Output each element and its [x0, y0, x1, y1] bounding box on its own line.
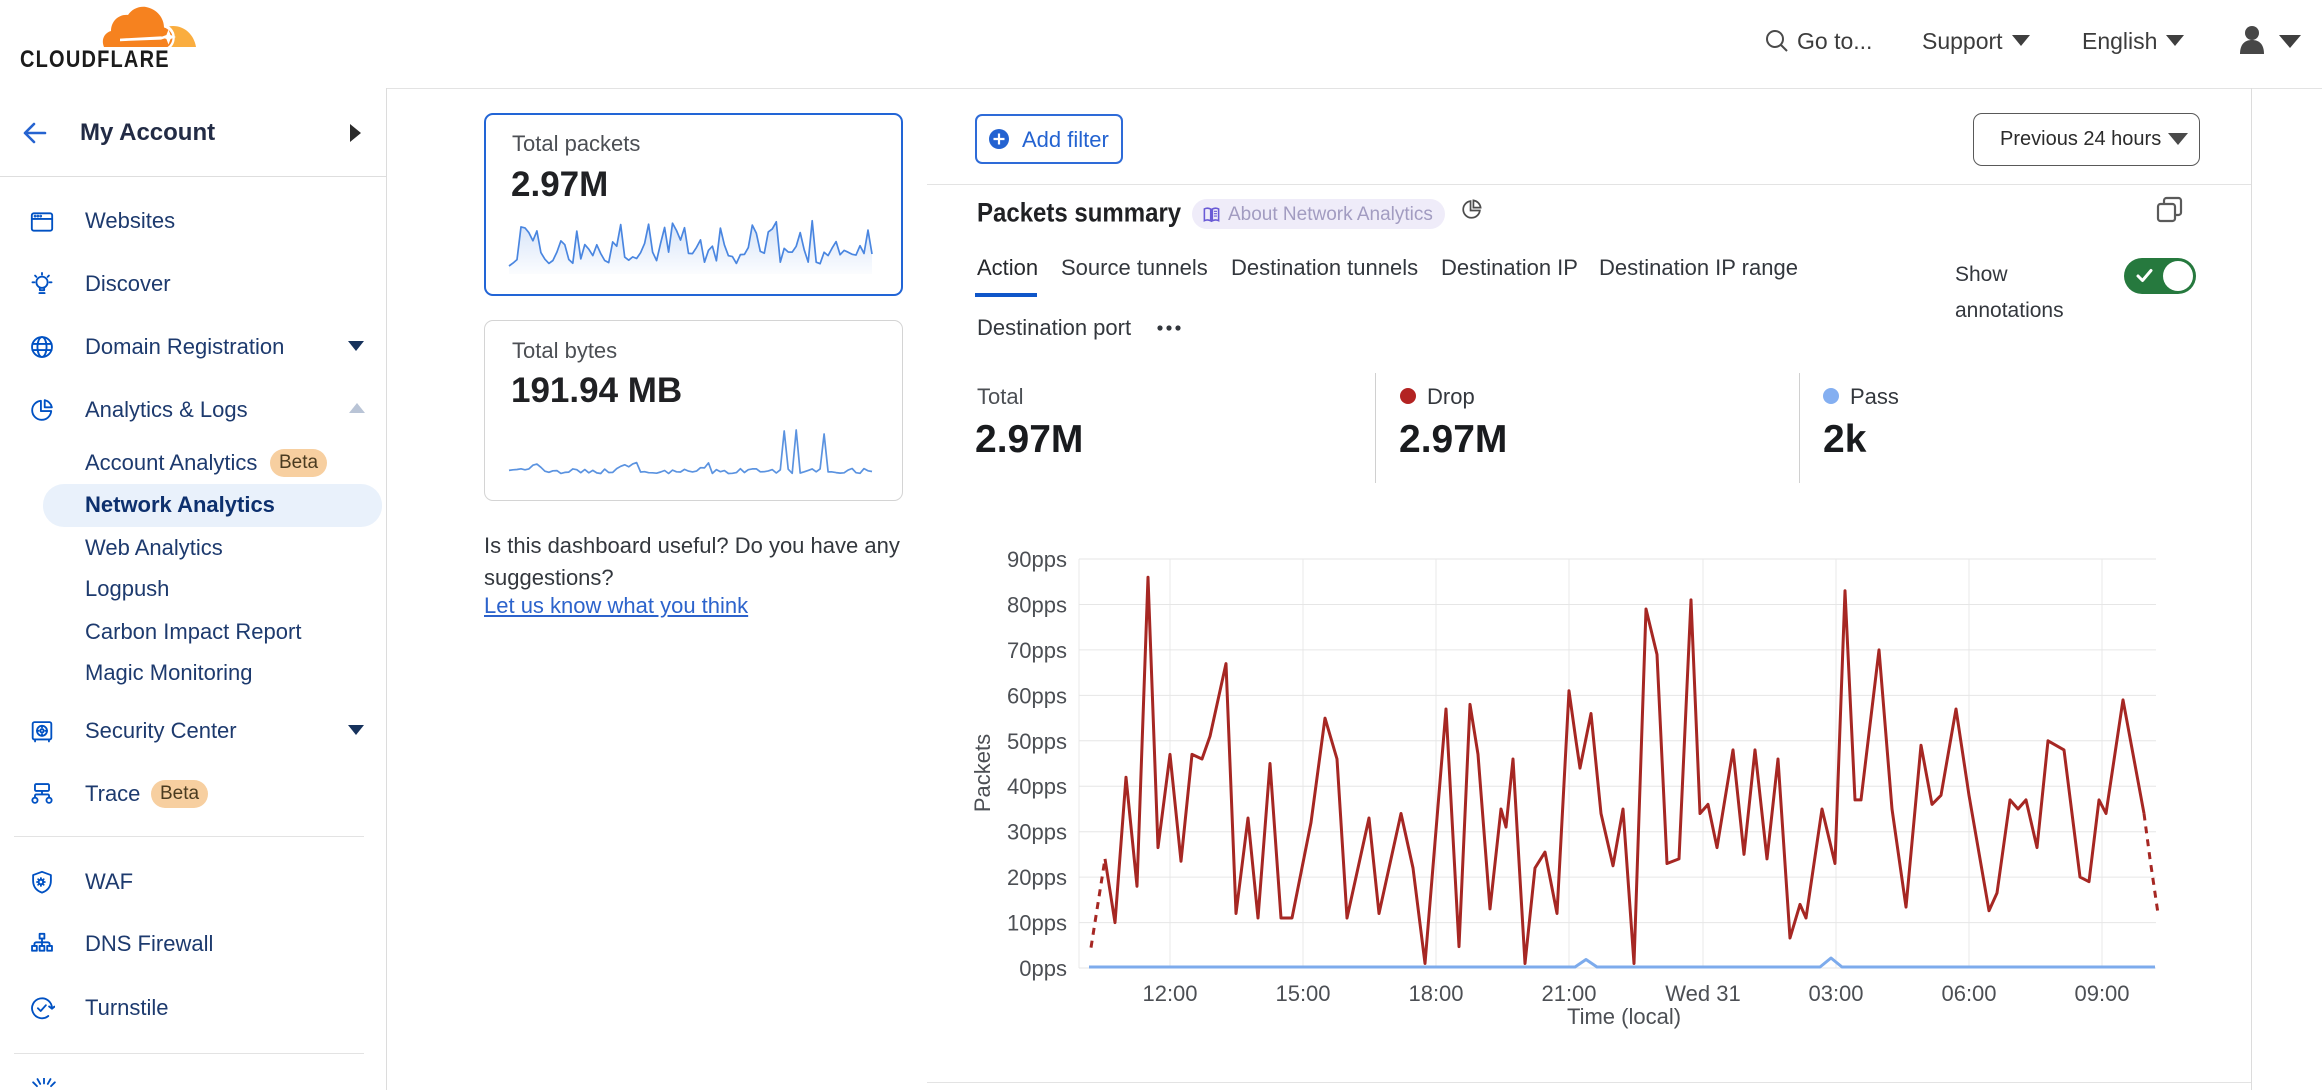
- svg-text:40pps: 40pps: [1007, 774, 1067, 799]
- svg-text:80pps: 80pps: [1007, 593, 1067, 618]
- svg-text:70pps: 70pps: [1007, 638, 1067, 663]
- svg-text:03:00: 03:00: [1808, 981, 1863, 1006]
- svg-text:18:00: 18:00: [1408, 981, 1463, 1006]
- svg-text:10pps: 10pps: [1007, 911, 1067, 936]
- svg-text:50pps: 50pps: [1007, 729, 1067, 754]
- svg-text:Time (local): Time (local): [1567, 1004, 1681, 1029]
- svg-text:15:00: 15:00: [1275, 981, 1330, 1006]
- svg-text:Wed 31: Wed 31: [1665, 981, 1740, 1006]
- svg-text:12:00: 12:00: [1142, 981, 1197, 1006]
- svg-text:20pps: 20pps: [1007, 865, 1067, 890]
- svg-text:Packets: Packets: [970, 734, 995, 812]
- svg-text:09:00: 09:00: [2074, 981, 2129, 1006]
- svg-text:90pps: 90pps: [1007, 547, 1067, 572]
- svg-text:30pps: 30pps: [1007, 820, 1067, 845]
- svg-text:06:00: 06:00: [1941, 981, 1996, 1006]
- svg-text:21:00: 21:00: [1541, 981, 1596, 1006]
- svg-text:60pps: 60pps: [1007, 683, 1067, 708]
- svg-text:0pps: 0pps: [1019, 956, 1067, 981]
